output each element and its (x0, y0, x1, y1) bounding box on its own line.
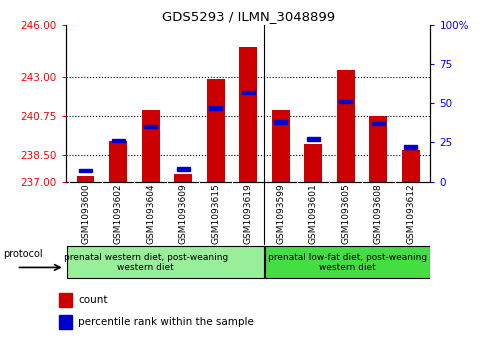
Bar (109, 141, 127, 182)
Text: GSM1093615: GSM1093615 (211, 183, 220, 244)
Text: GSM1093604: GSM1093604 (146, 183, 155, 244)
FancyBboxPatch shape (264, 246, 429, 278)
Bar (404, 145, 416, 149)
Bar (79, 169, 92, 172)
Bar (241, 91, 254, 94)
Text: prenatal western diet, post-weaning
western diet: prenatal western diet, post-weaning west… (63, 253, 227, 272)
Title: GDS5293 / ILMN_3048899: GDS5293 / ILMN_3048899 (161, 10, 334, 23)
Text: count: count (78, 295, 107, 305)
Bar (304, 144, 322, 182)
Bar (368, 117, 386, 182)
Bar (271, 110, 289, 182)
Bar (336, 70, 354, 182)
Text: percentile rank within the sample: percentile rank within the sample (78, 317, 254, 327)
Bar (206, 79, 224, 182)
Text: protocol: protocol (3, 249, 43, 259)
Bar (111, 139, 124, 142)
Text: GSM1093612: GSM1093612 (406, 183, 414, 244)
Bar (401, 150, 419, 182)
Bar (59, 293, 72, 307)
Bar (339, 100, 351, 103)
Bar (144, 125, 157, 129)
Text: GSM1093601: GSM1093601 (308, 183, 317, 244)
Text: prenatal low-fat diet, post-weaning
western diet: prenatal low-fat diet, post-weaning west… (267, 253, 426, 272)
Bar (174, 174, 192, 182)
Bar (77, 176, 94, 182)
Text: GSM1093600: GSM1093600 (81, 183, 90, 244)
FancyBboxPatch shape (66, 246, 263, 278)
Bar (371, 122, 384, 125)
Bar (209, 106, 222, 110)
Text: GSM1093602: GSM1093602 (113, 183, 122, 244)
Bar (274, 120, 286, 124)
Bar (142, 110, 159, 182)
Bar (176, 167, 189, 171)
Text: GSM1093599: GSM1093599 (276, 183, 285, 244)
Text: GSM1093608: GSM1093608 (373, 183, 382, 244)
Bar (59, 315, 72, 329)
Bar (306, 138, 319, 141)
Bar (239, 46, 257, 182)
Text: GSM1093609: GSM1093609 (178, 183, 187, 244)
Text: GSM1093619: GSM1093619 (243, 183, 252, 244)
Text: GSM1093605: GSM1093605 (341, 183, 349, 244)
